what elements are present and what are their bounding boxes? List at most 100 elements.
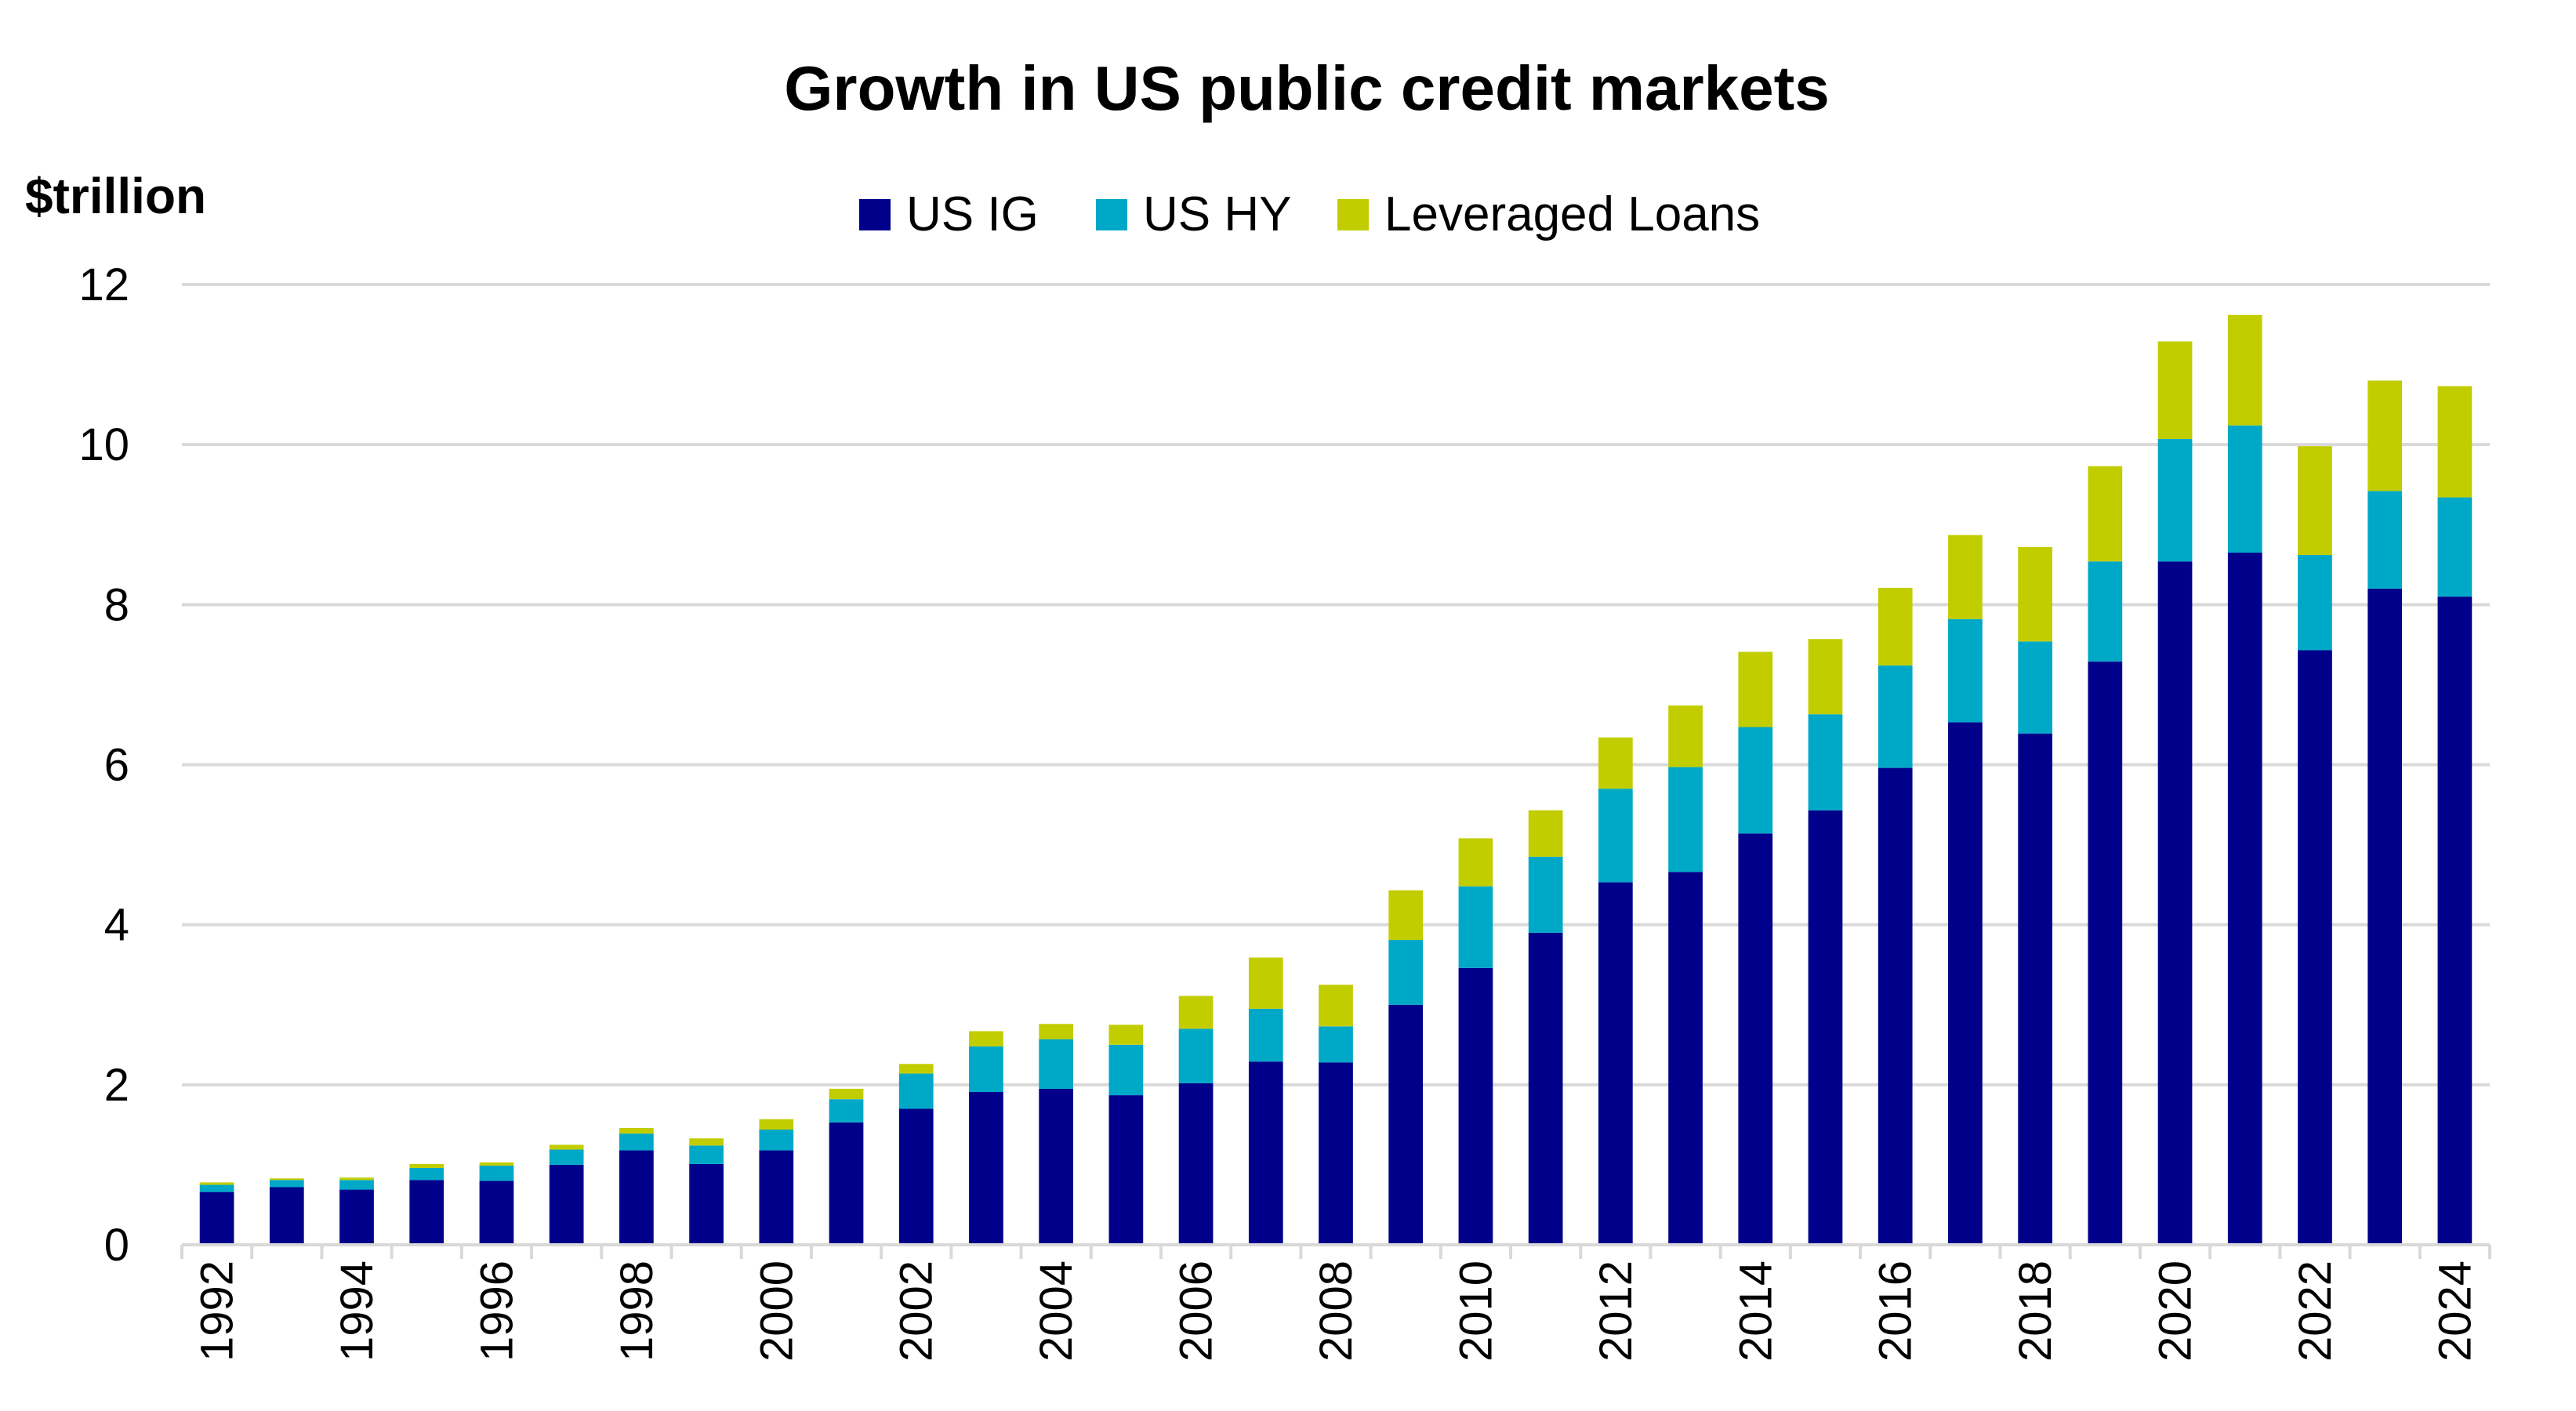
bar-segment-us-hy — [1458, 886, 1493, 968]
bar-segment-us-hy — [1738, 727, 1773, 834]
bar-segment-leveraged-loans — [689, 1138, 724, 1146]
x-tick-label: 2016 — [1870, 1260, 1921, 1362]
bar-segment-us-ig — [479, 1181, 514, 1245]
bar-segment-us-ig — [199, 1192, 234, 1245]
y-tick-label: 10 — [78, 419, 129, 470]
bar-segment-leveraged-loans — [2367, 380, 2403, 491]
bar-segment-us-ig — [269, 1187, 304, 1245]
gridlines — [182, 283, 2490, 1086]
bar-segment-us-ig — [2227, 552, 2262, 1245]
bars — [199, 314, 2473, 1245]
bar-segment-leveraged-loans — [1738, 651, 1773, 727]
bar-segment-leveraged-loans — [1319, 985, 1353, 1027]
x-tick-label: 1998 — [611, 1260, 662, 1362]
bar-segment-us-ig — [1388, 1004, 1424, 1245]
x-tick-label: 2006 — [1171, 1260, 1222, 1362]
bar-segment-leveraged-loans — [2088, 466, 2123, 562]
bar-segment-us-ig — [1178, 1083, 1214, 1245]
bar-segment-leveraged-loans — [269, 1178, 304, 1181]
bar-segment-leveraged-loans — [898, 1064, 934, 1074]
bar-segment-leveraged-loans — [199, 1182, 234, 1185]
bar-segment-us-ig — [1528, 932, 1563, 1245]
bar-segment-leveraged-loans — [1878, 587, 1913, 666]
y-tick-label: 12 — [78, 259, 129, 310]
legend: US IG US HY Leveraged Loans — [859, 187, 1760, 241]
bar-segment-us-ig — [409, 1180, 444, 1245]
bar-segment-us-hy — [759, 1130, 794, 1151]
bar-segment-leveraged-loans — [1528, 810, 1563, 857]
bar-segment-us-ig — [1319, 1062, 1353, 1245]
bar-segment-us-hy — [339, 1180, 374, 1190]
bar-segment-us-hy — [2367, 491, 2403, 589]
bar-segment-leveraged-loans — [1388, 890, 1424, 941]
bar-segment-us-hy — [898, 1073, 934, 1109]
bar-segment-us-ig — [689, 1163, 724, 1245]
y-tick-label: 8 — [104, 579, 129, 630]
bar-segment-us-hy — [1948, 618, 1983, 723]
bar-segment-us-ig — [549, 1164, 584, 1245]
x-tick-label: 2008 — [1311, 1260, 1362, 1362]
bar-segment-leveraged-loans — [1948, 535, 1983, 619]
x-tick-label: 1992 — [192, 1260, 243, 1362]
y-tick-label: 2 — [104, 1060, 129, 1111]
bar-segment-us-hy — [969, 1046, 1003, 1093]
bar-segment-us-hy — [409, 1168, 444, 1181]
bar-segment-leveraged-loans — [1598, 737, 1633, 789]
legend-label-us-hy: US HY — [1143, 187, 1291, 241]
bar-segment-us-ig — [969, 1092, 1003, 1245]
bar-segment-leveraged-loans — [339, 1177, 374, 1181]
bar-segment-leveraged-loans — [1039, 1024, 1074, 1039]
bar-segment-us-hy — [1668, 767, 1703, 872]
chart-title: Growth in US public credit markets — [784, 53, 1830, 123]
bar-segment-us-ig — [1808, 810, 1843, 1245]
bar-segment-us-hy — [2157, 439, 2193, 562]
bar-segment-us-hy — [269, 1180, 304, 1188]
bar-segment-us-hy — [199, 1184, 234, 1192]
x-tick-label: 2014 — [1730, 1260, 1781, 1362]
bar-segment-leveraged-loans — [619, 1127, 654, 1134]
bar-segment-us-ig — [1248, 1061, 1283, 1245]
legend-swatch-us-hy — [1096, 199, 1127, 230]
bar-segment-leveraged-loans — [409, 1163, 444, 1168]
y-tick-label: 4 — [104, 900, 129, 951]
bar-segment-leveraged-loans — [829, 1088, 864, 1100]
bar-segment-leveraged-loans — [2157, 341, 2193, 440]
bar-segment-leveraged-loans — [549, 1144, 584, 1150]
x-tick-label: 2004 — [1031, 1260, 1082, 1362]
bar-segment-leveraged-loans — [2437, 386, 2473, 498]
bar-segment-us-ig — [339, 1189, 374, 1245]
x-tick-label: 2002 — [891, 1260, 942, 1362]
x-tick-label: 2022 — [2290, 1260, 2341, 1362]
bar-segment-us-ig — [1458, 967, 1493, 1245]
bar-segment-leveraged-loans — [1248, 957, 1283, 1009]
x-tick-label: 2010 — [1450, 1260, 1501, 1362]
bar-segment-us-ig — [759, 1150, 794, 1245]
x-tick-label: 2000 — [751, 1260, 802, 1362]
bar-segment-leveraged-loans — [479, 1162, 514, 1166]
bar-segment-us-hy — [829, 1099, 864, 1123]
bar-segment-us-ig — [1738, 833, 1773, 1245]
bar-segment-leveraged-loans — [1668, 705, 1703, 767]
bar-segment-us-hy — [2437, 497, 2473, 597]
bar-segment-us-ig — [2298, 650, 2332, 1245]
legend-label-leveraged-loans: Leveraged Loans — [1384, 187, 1760, 241]
x-tick-label: 1994 — [332, 1260, 383, 1362]
y-tick-label: 0 — [104, 1220, 129, 1271]
bar-segment-us-ig — [1878, 767, 1913, 1245]
bar-segment-us-ig — [2088, 661, 2123, 1245]
bar-segment-leveraged-loans — [1458, 838, 1493, 887]
bar-segment-us-ig — [1948, 722, 1983, 1245]
bar-segment-us-hy — [2227, 425, 2262, 553]
x-tick-label: 2018 — [2010, 1260, 2061, 1362]
bar-segment-leveraged-loans — [2298, 446, 2332, 556]
legend-swatch-us-ig — [859, 199, 891, 230]
bar-segment-leveraged-loans — [1178, 996, 1214, 1029]
bar-segment-us-ig — [2018, 733, 2052, 1245]
bar-segment-leveraged-loans — [2227, 314, 2262, 426]
bar-segment-us-hy — [1878, 665, 1913, 768]
bar-segment-us-ig — [1598, 882, 1633, 1245]
bar-segment-us-hy — [619, 1134, 654, 1151]
bar-segment-us-hy — [1808, 714, 1843, 811]
bar-segment-us-hy — [1248, 1008, 1283, 1062]
